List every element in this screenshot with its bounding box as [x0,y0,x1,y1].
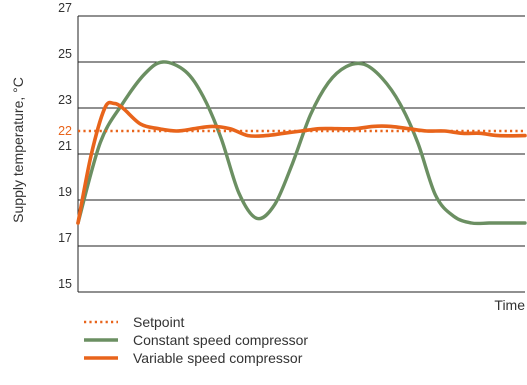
y-tick-15: 15 [58,277,72,291]
y-tick-23: 23 [58,93,72,107]
y-tick-labels: 15 17 19 21 23 25 27 22 [58,1,72,291]
y-tick-27: 27 [58,1,72,15]
legend-label-setpoint: Setpoint [133,314,184,330]
y-tick-21: 21 [58,139,72,153]
y-tick-19: 19 [58,185,72,199]
legend-label-variable-speed: Variable speed compressor [133,350,303,366]
y-tick-setpoint: 22 [58,124,72,138]
y-axis-title: Supply temperature, °C [10,77,26,223]
legend-label-constant-speed: Constant speed compressor [133,332,308,348]
x-axis-title: Time [494,297,525,313]
variable-speed-line [76,100,527,225]
y-tick-17: 17 [58,231,72,245]
series-lines [76,60,527,226]
legend: Setpoint Constant speed compressor Varia… [84,314,308,366]
constant-speed-line [76,60,527,226]
y-tick-25: 25 [58,47,72,61]
grid-lines [78,15,525,247]
